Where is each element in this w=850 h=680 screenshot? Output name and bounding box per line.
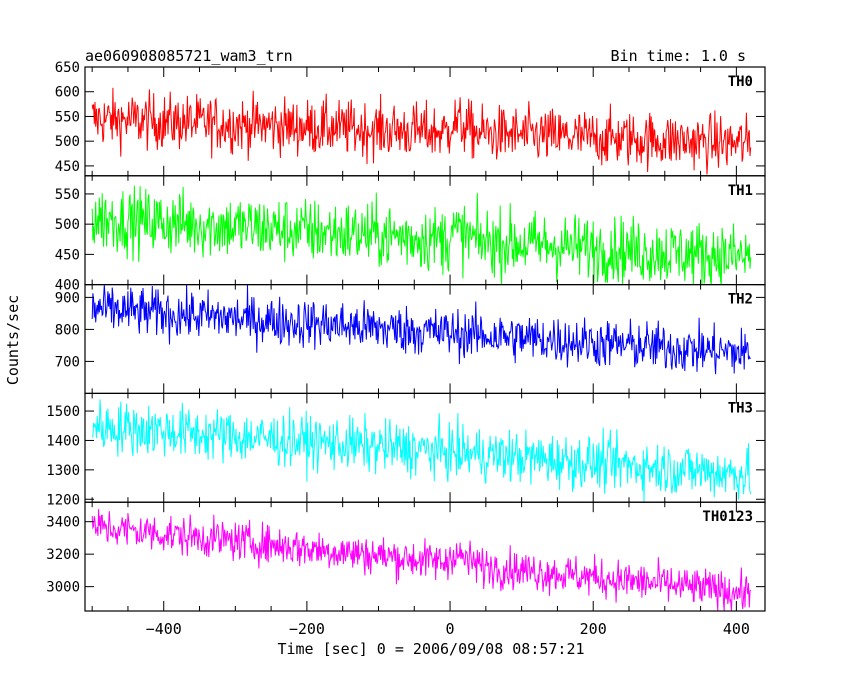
y-tick-label: 700	[55, 354, 80, 370]
panel-frame	[84, 501, 766, 612]
panel-th3: 1200 1300 1400 1500 TH3	[46, 392, 766, 508]
y-tick-label: 500	[55, 217, 80, 233]
y-tick-label: 1400	[46, 433, 80, 449]
y-tick-label: 500	[55, 134, 80, 150]
series-line-th0123	[91, 509, 752, 612]
x-tick-label: 0	[446, 620, 455, 638]
panel-label-th0123: TH0123	[702, 509, 753, 525]
y-tick-label: 3400	[46, 515, 80, 531]
y-tick-label: 550	[55, 187, 80, 203]
y-tick-label: 450	[55, 159, 80, 175]
panel-label-th1: TH1	[728, 183, 753, 199]
x-tick-label: 200	[580, 620, 607, 638]
y-tick-label: 900	[55, 290, 80, 306]
series-line-th1	[91, 185, 752, 285]
y-tick-label: 450	[55, 247, 80, 263]
bin-time-label: Bin time: 1.0 s	[611, 47, 746, 65]
y-tick-label: 1500	[46, 404, 80, 420]
panel-th0123: 3000 3200 3400 TH0123	[46, 501, 766, 612]
panel-th2: 700 800 900 TH2	[55, 284, 766, 395]
panels-group: 450 500 550 600 650 TH0 400 450 500 550 TH1 700 800 9…	[46, 60, 766, 638]
series-line-th2	[91, 284, 751, 375]
panel-label-th2: TH2	[728, 292, 753, 308]
x-axis-label: Time [sec] 0 = 2006/09/08 08:57:21	[277, 640, 584, 658]
series-line-th3	[91, 399, 752, 502]
panel-label-th0: TH0	[728, 74, 753, 90]
chart-title: ae060908085721_wam3_trn	[85, 47, 293, 65]
y-tick-label: 550	[55, 109, 80, 125]
x-tick-label: −200	[289, 620, 325, 638]
y-tick-label: 1300	[46, 463, 80, 479]
panel-th0: 450 500 550 600 650 TH0	[55, 60, 766, 177]
y-tick-label: 3000	[46, 580, 80, 596]
y-tick-label: 1200	[46, 492, 80, 508]
y-tick-label: 650	[55, 60, 80, 76]
y-tick-label: 600	[55, 85, 80, 101]
y-tick-label: 800	[55, 322, 80, 338]
panel-th1: 400 450 500 550 TH1	[55, 175, 766, 294]
panel-label-th3: TH3	[728, 400, 753, 416]
x-tick-label: −400	[146, 620, 182, 638]
y-axis-label: Counts/sec	[4, 295, 22, 385]
y-tick-label: 3200	[46, 547, 80, 563]
y-tick-label: 400	[55, 278, 80, 294]
x-tick-label: 400	[723, 620, 750, 638]
series-line-th0	[91, 87, 752, 175]
